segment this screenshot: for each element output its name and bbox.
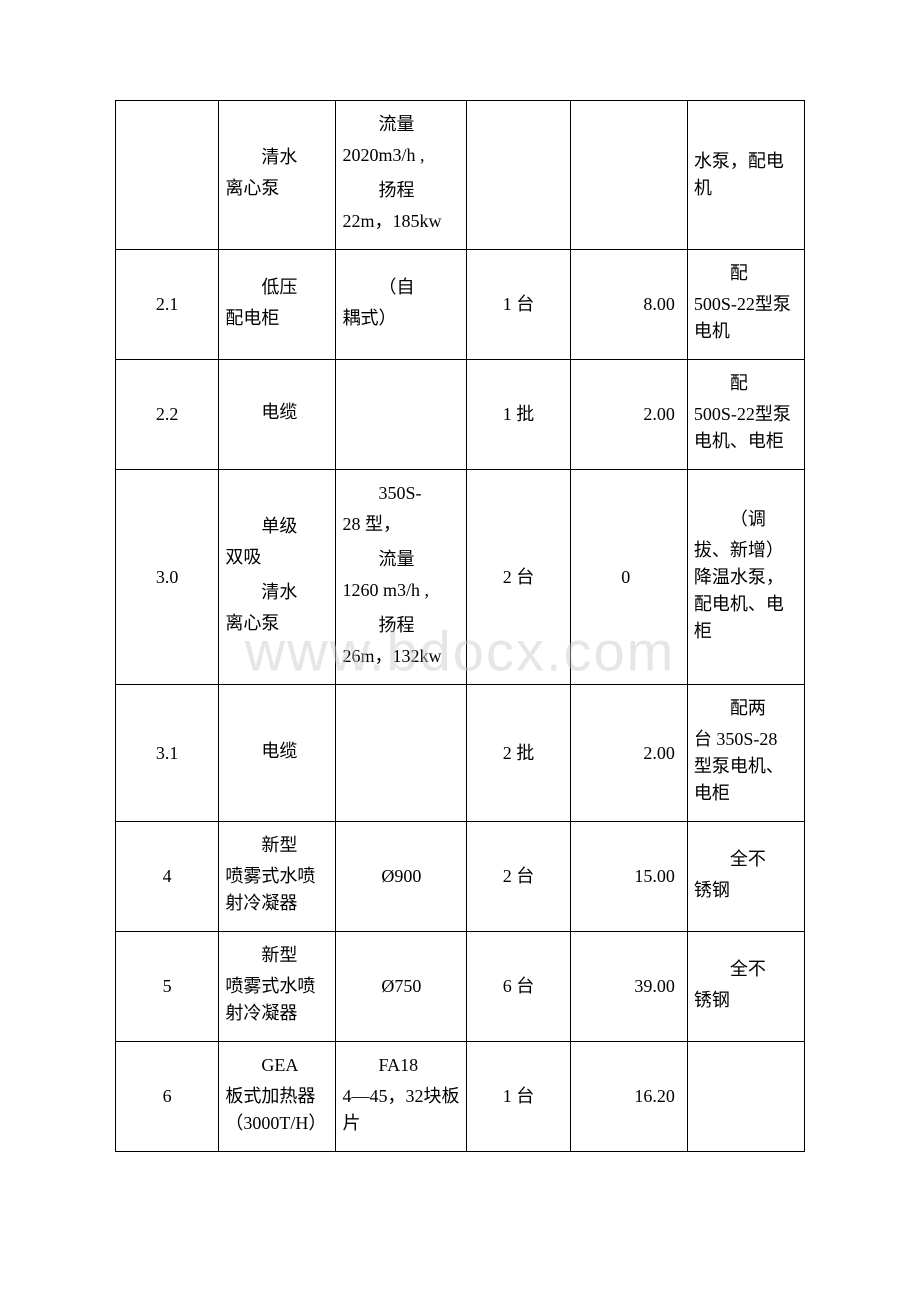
cell-price: 15.00 [570,822,687,932]
table-row: 清水 离心泵 流量 2020m3/h , 扬程 22m，185kw 水泵，配电机 [116,101,805,250]
cell-price: 2.00 [570,685,687,822]
cell-price: 8.00 [570,250,687,360]
cell-num: 5 [116,932,219,1042]
cell-num: 4 [116,822,219,932]
cell-qty [467,101,570,250]
cell-num: 2.2 [116,360,219,470]
equipment-table: 清水 离心泵 流量 2020m3/h , 扬程 22m，185kw 水泵，配电机… [115,100,805,1152]
cell-qty: 2 台 [467,470,570,685]
cell-remark: 配 500S-22型泵电机 [687,250,804,360]
cell-spec [336,685,467,822]
cell-qty: 1 台 [467,1042,570,1152]
table-row: 3.1 电缆 2 批 2.00 配两 台 350S-28 型泵电机、电柜 [116,685,805,822]
cell-num [116,101,219,250]
cell-qty: 2 批 [467,685,570,822]
cell-qty: 1 批 [467,360,570,470]
cell-remark: （调 拔、新增）降温水泵，配电机、电柜 [687,470,804,685]
table-row: 3.0 单级 双吸 清水 离心泵 350S- 28 型， 流量 1260 m3/… [116,470,805,685]
table-row: 2.1 低压 配电柜 （自 耦式） 1 台 8.00 配 500S-22型泵电机 [116,250,805,360]
cell-num: 3.0 [116,470,219,685]
cell-name: GEA 板式加热器（3000T/H） [219,1042,336,1152]
cell-name: 新型 喷雾式水喷射冷凝器 [219,932,336,1042]
cell-name: 低压 配电柜 [219,250,336,360]
cell-num: 2.1 [116,250,219,360]
cell-remark: 配两 台 350S-28 型泵电机、电柜 [687,685,804,822]
cell-remark: 水泵，配电机 [687,101,804,250]
cell-name: 电缆 [219,685,336,822]
cell-name: 清水 离心泵 [219,101,336,250]
cell-name: 新型 喷雾式水喷射冷凝器 [219,822,336,932]
cell-spec: Ø750 [336,932,467,1042]
cell-spec [336,360,467,470]
cell-spec: FA18 4—45，32块板片 [336,1042,467,1152]
cell-num: 3.1 [116,685,219,822]
cell-name: 单级 双吸 清水 离心泵 [219,470,336,685]
equipment-table-container: 清水 离心泵 流量 2020m3/h , 扬程 22m，185kw 水泵，配电机… [115,100,805,1152]
table-row: 4 新型 喷雾式水喷射冷凝器 Ø900 2 台 15.00 全不 锈钢 [116,822,805,932]
cell-remark: 全不 锈钢 [687,932,804,1042]
cell-price [570,101,687,250]
table-row: 5 新型 喷雾式水喷射冷凝器 Ø750 6 台 39.00 全不 锈钢 [116,932,805,1042]
cell-price: 2.00 [570,360,687,470]
cell-spec: Ø900 [336,822,467,932]
cell-name: 电缆 [219,360,336,470]
cell-qty: 6 台 [467,932,570,1042]
cell-spec: （自 耦式） [336,250,467,360]
table-row: 6 GEA 板式加热器（3000T/H） FA18 4—45，32块板片 1 台… [116,1042,805,1152]
cell-num: 6 [116,1042,219,1152]
table-row: 2.2 电缆 1 批 2.00 配 500S-22型泵电机、电柜 [116,360,805,470]
cell-remark [687,1042,804,1152]
cell-qty: 1 台 [467,250,570,360]
cell-price: 16.20 [570,1042,687,1152]
cell-spec: 350S- 28 型， 流量 1260 m3/h , 扬程 26m，132kw [336,470,467,685]
cell-remark: 全不 锈钢 [687,822,804,932]
cell-price: 39.00 [570,932,687,1042]
cell-spec: 流量 2020m3/h , 扬程 22m，185kw [336,101,467,250]
cell-remark: 配 500S-22型泵电机、电柜 [687,360,804,470]
cell-price: 0 [570,470,687,685]
cell-qty: 2 台 [467,822,570,932]
